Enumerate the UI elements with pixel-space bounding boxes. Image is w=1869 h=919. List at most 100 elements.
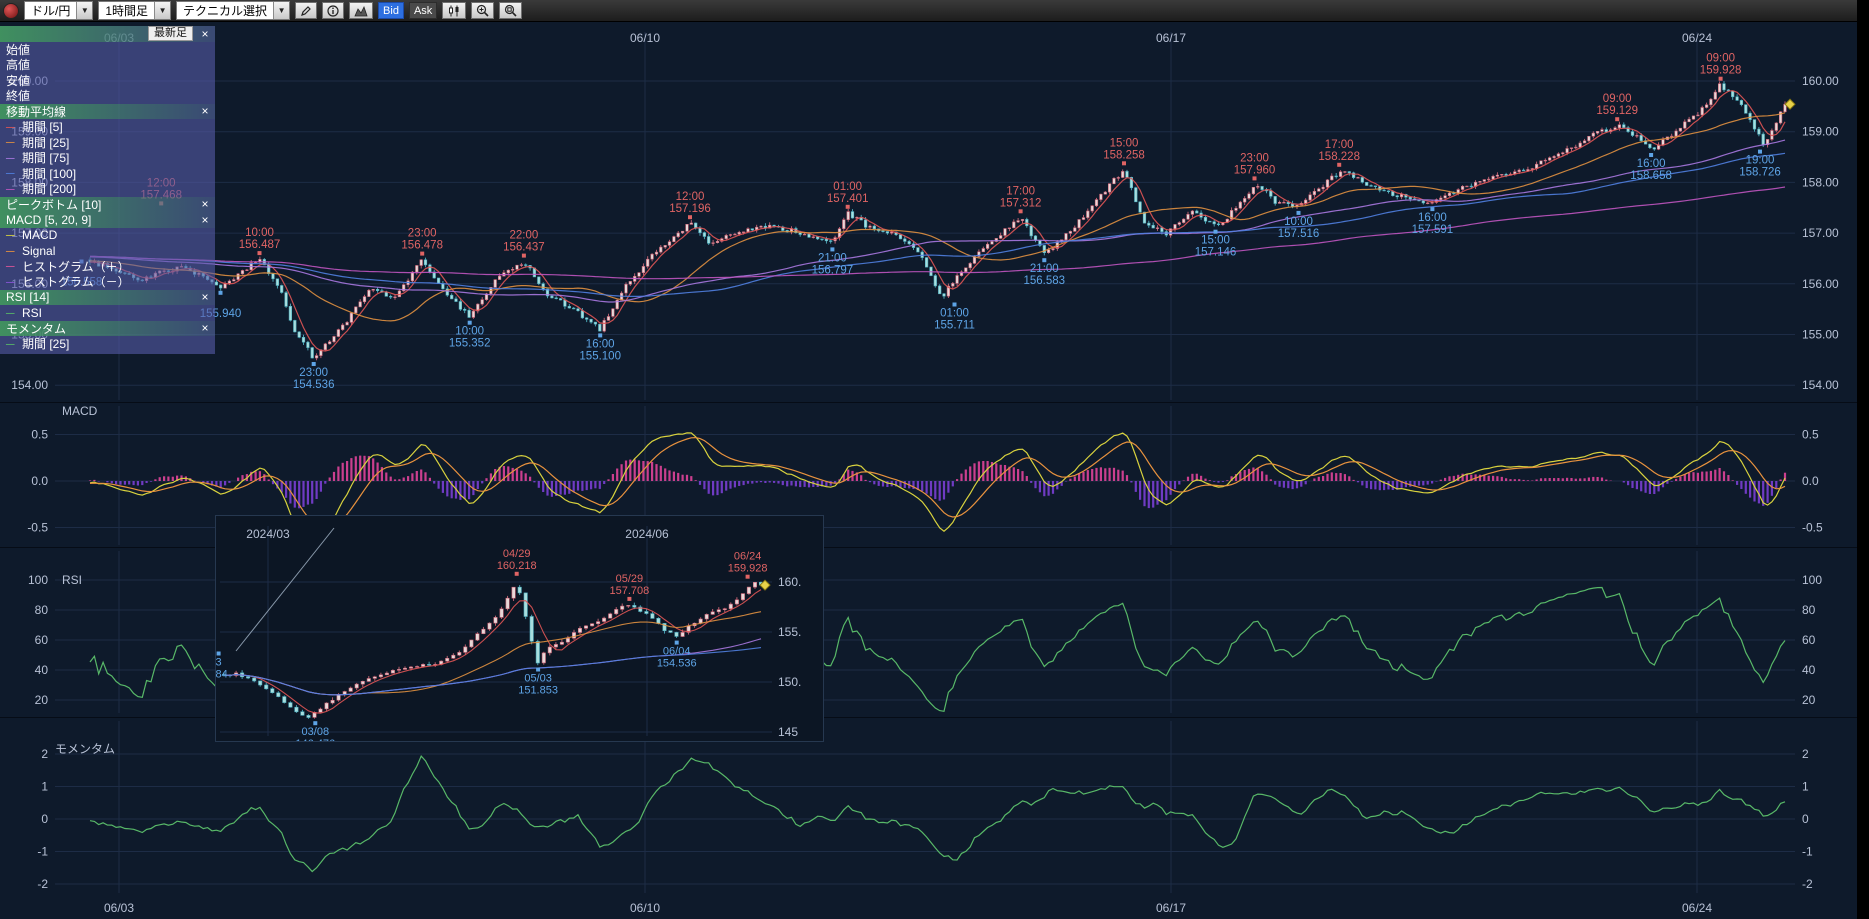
- svg-text:155.352: 155.352: [449, 338, 491, 350]
- candlestick-button[interactable]: [442, 2, 467, 19]
- svg-text:15:00: 15:00: [1110, 137, 1139, 149]
- legend-item: ─ Signal: [6, 243, 56, 258]
- series-color-swatch: ─: [6, 135, 15, 150]
- technical-select-label: テクニカル選択: [183, 4, 268, 18]
- svg-text:23:00: 23:00: [408, 228, 437, 240]
- svg-text:160.218: 160.218: [497, 560, 537, 572]
- legend-item: ─ 期間 [100]: [6, 166, 77, 181]
- bid-button[interactable]: Bid: [378, 2, 404, 19]
- svg-text:159.00: 159.00: [1802, 125, 1839, 139]
- legend-ohlc-row: 終値: [6, 89, 31, 104]
- legend-ohlc-row: 始値: [6, 42, 31, 57]
- svg-text:156.437: 156.437: [503, 242, 545, 254]
- chevron-down-icon[interactable]: ▼: [76, 2, 93, 19]
- legend-item: ─ 期間 [25]: [6, 336, 70, 352]
- svg-text:155.00: 155.00: [1802, 328, 1839, 342]
- close-icon[interactable]: ×: [201, 290, 209, 305]
- svg-text:01:00: 01:00: [833, 181, 862, 193]
- svg-text:100: 100: [28, 573, 48, 587]
- pair-select[interactable]: ドル/円 ▼: [24, 1, 94, 20]
- svg-text:16:00: 16:00: [1637, 158, 1666, 170]
- ask-button[interactable]: Ask: [408, 2, 438, 19]
- svg-text:158.258: 158.258: [1103, 149, 1145, 161]
- draw-tool-button[interactable]: [295, 2, 318, 19]
- zoom-range-icon: [504, 4, 517, 17]
- svg-text:21:00: 21:00: [818, 252, 847, 264]
- legend-section: MACD [5, 20, 9] ×: [0, 212, 215, 228]
- date-axis: 06/03 06/10 06/17 06/24: [0, 897, 1869, 919]
- svg-text:10:00: 10:00: [1284, 216, 1313, 228]
- legend-ohlc-row: 安値: [6, 73, 31, 88]
- svg-text:154.536: 154.536: [657, 658, 697, 670]
- svg-text:06/24: 06/24: [734, 551, 762, 563]
- svg-text:159.928: 159.928: [728, 563, 768, 575]
- svg-text:-1: -1: [37, 845, 48, 859]
- svg-text:145: 145: [778, 725, 798, 739]
- zoom-in-button[interactable]: [471, 2, 495, 19]
- svg-text:157.196: 157.196: [669, 203, 711, 215]
- chart-style-button[interactable]: [349, 2, 374, 19]
- chevron-down-icon[interactable]: ▼: [273, 2, 290, 19]
- svg-text:10:00: 10:00: [455, 326, 484, 338]
- date-axis-label: 06/24: [1681, 901, 1713, 915]
- svg-text:2024/03: 2024/03: [246, 527, 290, 541]
- svg-text:157.516: 157.516: [1278, 228, 1320, 240]
- svg-text:160.: 160.: [778, 575, 801, 589]
- series-color-swatch: ─: [6, 181, 15, 196]
- svg-text:17:00: 17:00: [1325, 139, 1354, 151]
- close-icon[interactable]: ×: [201, 197, 209, 212]
- close-icon[interactable]: ×: [201, 212, 209, 227]
- daily-overview-inset[interactable]: 160. 155. 150. 145 2024/03 2024/06 3884 03/0814…: [215, 515, 824, 742]
- info-icon: [327, 4, 339, 17]
- svg-text:19:00: 19:00: [1746, 155, 1775, 167]
- series-color-swatch: ─: [6, 274, 15, 289]
- momentum-panel[interactable]: 2 2 1 1 0 0 -1 -1 -2 -2 モメンタム: [0, 717, 1869, 897]
- svg-text:158.228: 158.228: [1318, 151, 1360, 163]
- svg-text:157.591: 157.591: [1412, 224, 1454, 236]
- svg-text:-0.5: -0.5: [1802, 521, 1823, 535]
- series-color-swatch: ─: [6, 166, 15, 181]
- svg-text:06/17: 06/17: [1156, 31, 1186, 45]
- svg-text:05/03: 05/03: [524, 673, 552, 685]
- svg-text:06/24: 06/24: [1682, 31, 1712, 45]
- svg-text:01:00: 01:00: [940, 308, 969, 320]
- main-price-chart[interactable]: 160.00160.00159.00159.00158.00158.00157.…: [0, 22, 1869, 402]
- svg-text:80: 80: [1802, 603, 1816, 617]
- chart-area[interactable]: 160.00160.00159.00159.00158.00158.00157.…: [0, 22, 1869, 919]
- svg-text:MACD: MACD: [62, 404, 98, 418]
- svg-text:1: 1: [41, 780, 48, 794]
- legend-section: 移動平均線 ×: [0, 103, 215, 119]
- svg-text:20: 20: [1802, 693, 1816, 707]
- latest-bar-button[interactable]: 最新足: [148, 26, 193, 42]
- svg-text:RSI: RSI: [62, 573, 82, 587]
- svg-text:157.708: 157.708: [610, 585, 650, 597]
- chevron-down-icon[interactable]: ▼: [154, 2, 171, 19]
- svg-text:155.711: 155.711: [934, 320, 975, 332]
- zoom-range-button[interactable]: [499, 2, 523, 19]
- svg-text:159.928: 159.928: [1700, 65, 1742, 77]
- svg-text:-2: -2: [37, 877, 48, 891]
- info-button[interactable]: [322, 2, 345, 19]
- timeframe-select[interactable]: 1時間足 ▼: [98, 1, 172, 20]
- svg-text:0: 0: [1802, 812, 1809, 826]
- macd-panel[interactable]: 0.5 0.5 0.0 0.0 -0.5 -0.5 MACD: [0, 402, 1869, 547]
- svg-text:06/04: 06/04: [663, 646, 691, 658]
- series-color-swatch: ─: [6, 150, 15, 165]
- series-color-swatch: ─: [6, 119, 15, 134]
- svg-text:157.146: 157.146: [1195, 247, 1237, 259]
- svg-text:154.536: 154.536: [293, 379, 335, 391]
- svg-text:2024/06: 2024/06: [625, 527, 669, 541]
- series-color-swatch: ─: [6, 243, 15, 258]
- close-icon[interactable]: ×: [201, 321, 209, 336]
- svg-text:0.0: 0.0: [1802, 474, 1819, 488]
- svg-text:09:00: 09:00: [1706, 53, 1735, 65]
- technical-select[interactable]: テクニカル選択 ▼: [176, 1, 291, 20]
- svg-text:16:00: 16:00: [586, 338, 615, 350]
- close-icon[interactable]: ×: [201, 26, 209, 41]
- svg-text:0.5: 0.5: [31, 428, 48, 442]
- close-icon[interactable]: ×: [201, 104, 209, 119]
- legend-item: ─ RSI: [6, 305, 43, 320]
- area-chart-icon: [354, 5, 368, 17]
- svg-text:3: 3: [216, 657, 222, 669]
- daily-overview-chart[interactable]: 160. 155. 150. 145 2024/03 2024/06 3884 03/0814…: [216, 516, 823, 741]
